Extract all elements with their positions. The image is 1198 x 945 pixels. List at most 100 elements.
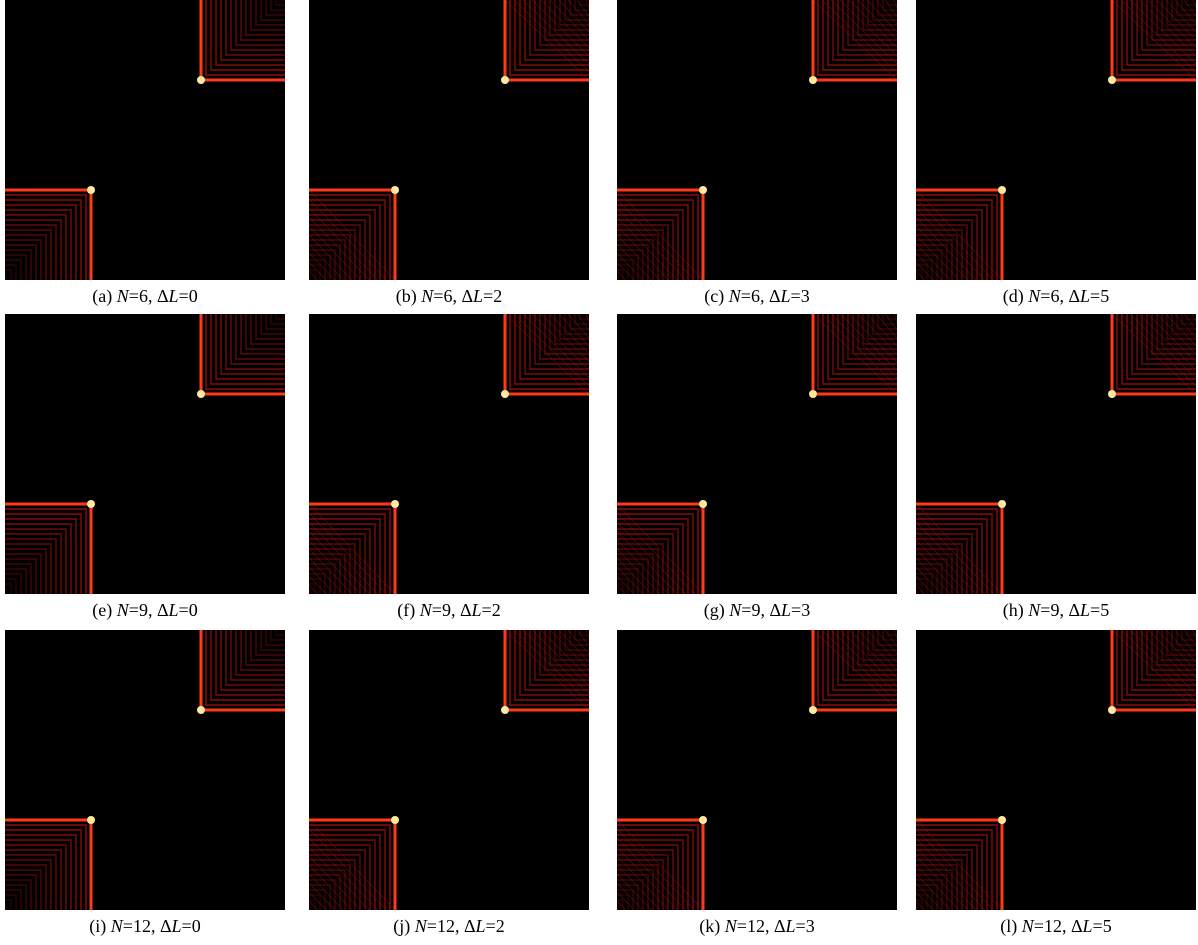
caption-text: (a) xyxy=(92,286,116,306)
caption-text: =6, Δ xyxy=(741,286,781,306)
caption-text: L xyxy=(1083,916,1093,936)
caption-text: N xyxy=(117,600,129,620)
caption-text: =5 xyxy=(1093,916,1112,936)
caption-text: =3 xyxy=(796,916,815,936)
hotspot xyxy=(197,76,205,84)
hotspot xyxy=(998,500,1006,508)
caption-text: =9, Δ xyxy=(1040,600,1080,620)
caption-text: (b) xyxy=(396,286,422,306)
caption-text: L xyxy=(786,916,796,936)
field-image xyxy=(617,630,897,910)
caption-text: (d) xyxy=(1003,286,1029,306)
caption-text: (i) xyxy=(89,916,111,936)
hotspot xyxy=(197,706,205,714)
caption-text: =2 xyxy=(483,286,502,306)
field-image xyxy=(617,0,897,280)
hotspot xyxy=(391,816,399,824)
caption-text: (e) xyxy=(92,600,116,620)
hotspot xyxy=(1108,76,1116,84)
background xyxy=(617,630,897,910)
hotspot xyxy=(87,816,95,824)
caption-text: =6, Δ xyxy=(1040,286,1080,306)
caption-text: N xyxy=(725,916,737,936)
caption-text: L xyxy=(476,916,486,936)
caption-text: =6, Δ xyxy=(129,286,169,306)
background xyxy=(309,0,589,280)
caption-text: =12, Δ xyxy=(1034,916,1083,936)
field-image xyxy=(5,0,285,280)
field-image xyxy=(5,314,285,594)
caption: (b) N=6, ΔL=2 xyxy=(299,286,599,307)
caption-text: (l) xyxy=(1000,916,1022,936)
hotspot xyxy=(809,706,817,714)
caption-text: L xyxy=(169,600,179,620)
background xyxy=(5,630,285,910)
caption-text: L xyxy=(1080,600,1090,620)
caption-text: L xyxy=(169,286,179,306)
caption: (j) N=12, ΔL=2 xyxy=(299,916,599,937)
caption: (i) N=12, ΔL=0 xyxy=(0,916,295,937)
background xyxy=(617,314,897,594)
field-image xyxy=(5,630,285,910)
hotspot xyxy=(391,186,399,194)
caption-text: L xyxy=(473,286,483,306)
caption-text: N xyxy=(117,286,129,306)
caption-text: =5 xyxy=(1090,286,1109,306)
caption-text: =0 xyxy=(182,916,201,936)
field-image xyxy=(617,314,897,594)
caption-text: (g) xyxy=(704,600,730,620)
caption: (l) N=12, ΔL=5 xyxy=(906,916,1198,937)
caption-text: (h) xyxy=(1003,600,1029,620)
caption-text: =6, Δ xyxy=(433,286,473,306)
caption-text: N xyxy=(1028,286,1040,306)
caption-text: N xyxy=(420,600,432,620)
caption-text: (k) xyxy=(699,916,725,936)
field-image xyxy=(309,314,589,594)
caption-text: =12, Δ xyxy=(123,916,172,936)
caption-text: =5 xyxy=(1090,600,1109,620)
background xyxy=(916,630,1196,910)
figure: (a) N=6, ΔL=0(b) N=6, ΔL=2(c) N=6, ΔL=3(… xyxy=(0,0,1198,945)
hotspot xyxy=(87,500,95,508)
caption-text: =0 xyxy=(179,600,198,620)
hotspot xyxy=(998,816,1006,824)
caption: (g) N=9, ΔL=3 xyxy=(607,600,907,621)
caption-text: (c) xyxy=(704,286,728,306)
caption-text: =3 xyxy=(791,286,810,306)
field-image xyxy=(916,630,1196,910)
caption-text: =2 xyxy=(486,916,505,936)
hotspot xyxy=(1108,706,1116,714)
background xyxy=(916,0,1196,280)
caption: (e) N=9, ΔL=0 xyxy=(0,600,295,621)
hotspot xyxy=(998,186,1006,194)
caption: (k) N=12, ΔL=3 xyxy=(607,916,907,937)
caption: (a) N=6, ΔL=0 xyxy=(0,286,295,307)
caption-text: =0 xyxy=(179,286,198,306)
caption-text: =3 xyxy=(791,600,810,620)
hotspot xyxy=(391,500,399,508)
caption-text: =2 xyxy=(482,600,501,620)
hotspot xyxy=(501,76,509,84)
hotspot xyxy=(501,390,509,398)
caption-text: N xyxy=(1028,600,1040,620)
background xyxy=(309,630,589,910)
background xyxy=(309,314,589,594)
caption-text: L xyxy=(1080,286,1090,306)
caption: (c) N=6, ΔL=3 xyxy=(607,286,907,307)
hotspot xyxy=(87,186,95,194)
caption-text: (f) xyxy=(397,600,419,620)
background xyxy=(916,314,1196,594)
caption-text: N xyxy=(421,286,433,306)
caption-text: (j) xyxy=(393,916,415,936)
field-image xyxy=(916,0,1196,280)
caption-text: L xyxy=(172,916,182,936)
hotspot xyxy=(1108,390,1116,398)
caption-text: N xyxy=(415,916,427,936)
hotspot xyxy=(699,500,707,508)
field-image xyxy=(309,0,589,280)
hotspot xyxy=(699,186,707,194)
caption: (h) N=9, ΔL=5 xyxy=(906,600,1198,621)
background xyxy=(617,0,897,280)
caption-text: N xyxy=(729,286,741,306)
hotspot xyxy=(809,390,817,398)
